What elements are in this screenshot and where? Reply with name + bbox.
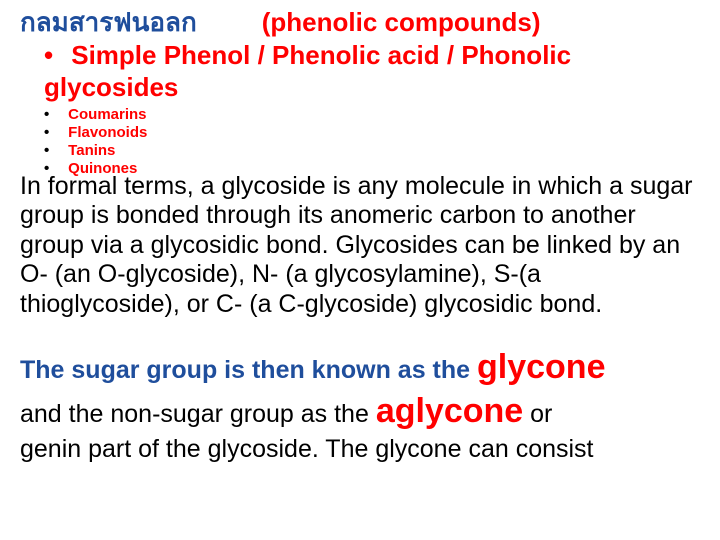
- title-thai: กลมสารฟนอลก: [20, 7, 197, 37]
- sub-bullet: • Tanins: [20, 142, 700, 160]
- sub-bullet: • Coumarins: [20, 106, 700, 124]
- title-eng: (phenolic compounds): [262, 7, 541, 37]
- sugar-tail: genin part of the glycoside. The glycone…: [20, 435, 594, 463]
- bullet-dot: •: [44, 39, 64, 72]
- bullet-dot: •: [44, 106, 64, 124]
- body-paragraph: In formal terms, a glycoside is any mole…: [20, 172, 700, 320]
- main-bullet: • Simple Phenol / Phenolic acid / Phonol…: [20, 39, 700, 104]
- sub-bullet-text: Coumarins: [68, 106, 146, 123]
- sub-bullet-list: • Coumarins • Flavonoids • Tanins • Quin…: [20, 106, 700, 178]
- sub-bullet: • Flavonoids: [20, 124, 700, 142]
- bullet-dot: •: [44, 142, 64, 160]
- title-line: กลมสารฟนอลก (phenolic compounds): [20, 6, 700, 39]
- sugar-lead: The sugar group is then known as the: [20, 356, 477, 384]
- sub-bullet-text: Tanins: [68, 142, 115, 159]
- sugar-or: or: [523, 400, 552, 428]
- glycone-word: glycone: [477, 348, 605, 386]
- aglycone-word: aglycone: [376, 392, 523, 430]
- sugar-mid: and the non-sugar group as the: [20, 400, 376, 428]
- sub-bullet-text: Flavonoids: [68, 124, 147, 141]
- main-bullet-text: Simple Phenol / Phenolic acid / Phonolic…: [44, 40, 571, 103]
- bullet-dot: •: [44, 124, 64, 142]
- glycone-sentence: The sugar group is then known as the gly…: [20, 345, 700, 466]
